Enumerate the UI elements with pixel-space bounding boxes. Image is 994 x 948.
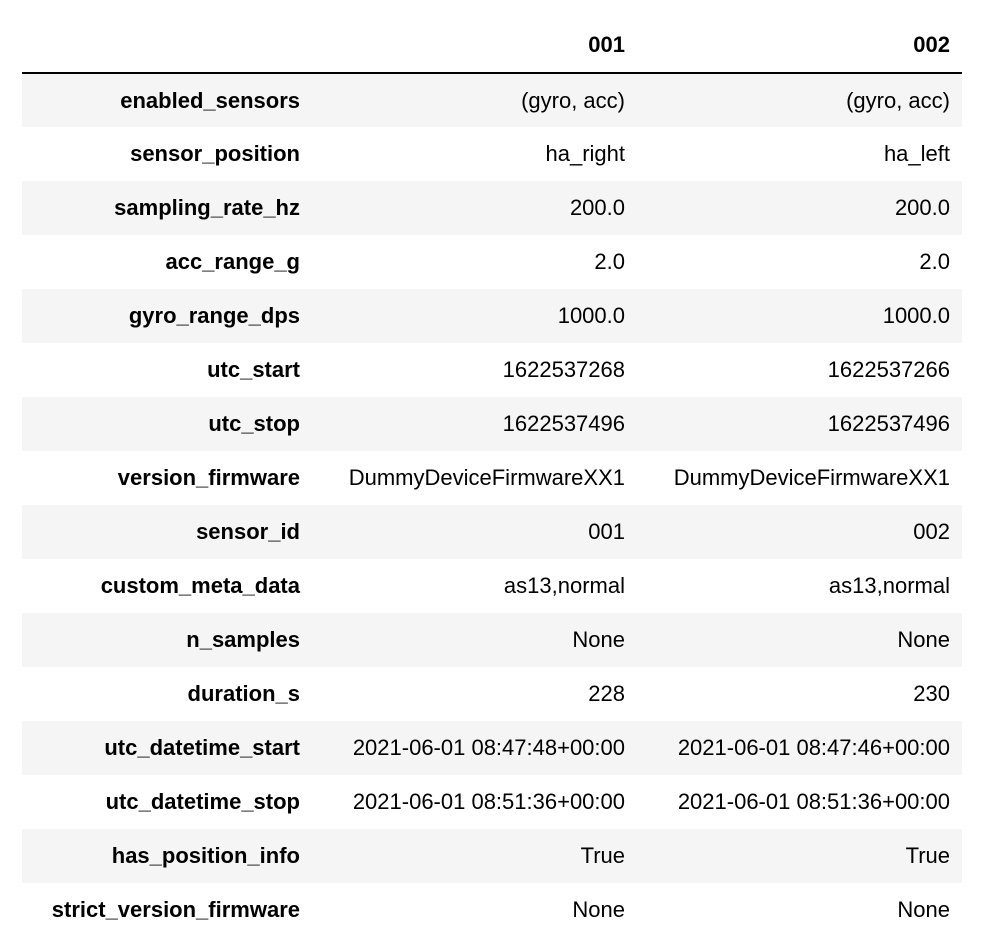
row-label: enabled_sensors <box>120 87 300 113</box>
cell-001: 228 <box>588 681 625 706</box>
cell-001: 2021-06-01 08:51:36+00:00 <box>352 789 625 814</box>
cell-002: None <box>897 627 950 652</box>
cell-001: (gyro, acc) <box>521 87 625 113</box>
table-row: gyro_range_dps 1000.0 1000.0 <box>22 289 962 343</box>
row-label: gyro_range_dps <box>128 303 300 328</box>
cell-001: 1622537496 <box>502 411 625 436</box>
table-row: utc_datetime_stop 2021-06-01 08:51:36+00… <box>22 775 962 829</box>
row-label: utc_start <box>207 357 300 382</box>
table-row: strict_version_firmware None None <box>22 883 962 937</box>
row-label: custom_meta_data <box>100 573 300 598</box>
cell-002: True <box>905 843 950 868</box>
cell-002: 2021-06-01 08:47:46+00:00 <box>677 735 950 760</box>
cell-002: 1622537266 <box>827 357 950 382</box>
column-header-002: 002 <box>637 18 962 74</box>
cell-001: ha_right <box>545 141 625 166</box>
row-label: n_samples <box>186 627 300 652</box>
cell-002: DummyDeviceFirmwareXX1 <box>673 465 950 490</box>
table-row: utc_start 1622537268 1622537266 <box>22 343 962 397</box>
row-label: utc_stop <box>208 411 300 436</box>
row-label: duration_s <box>187 681 300 706</box>
cell-002: (gyro, acc) <box>846 87 950 113</box>
row-label: has_position_info <box>111 843 300 868</box>
cell-002: as13,normal <box>828 573 950 598</box>
header-row: 001 002 <box>22 18 962 74</box>
table-row: utc_stop 1622537496 1622537496 <box>22 397 962 451</box>
column-header-001: 001 <box>312 18 637 74</box>
cell-002: 1000.0 <box>882 303 950 328</box>
table-row: enabled_sensors (gyro, acc) (gyro, acc) <box>22 73 962 127</box>
cell-001: None <box>572 897 625 922</box>
table-row: custom_meta_data as13,normal as13,normal <box>22 559 962 613</box>
index-header-cell <box>22 18 312 74</box>
row-label: version_firmware <box>117 465 300 490</box>
cell-002: 002 <box>913 519 950 544</box>
cell-002: None <box>897 897 950 922</box>
table-row: version_firmware DummyDeviceFirmwareXX1 … <box>22 451 962 505</box>
row-label: utc_datetime_start <box>104 735 300 760</box>
cell-002: 1622537496 <box>827 411 950 436</box>
cell-001: 2.0 <box>594 249 625 274</box>
dataframe-container: 001 002 enabled_sensors (gyro, acc) (gyr… <box>22 18 962 937</box>
cell-002: 2.0 <box>919 249 950 274</box>
cell-001: DummyDeviceFirmwareXX1 <box>348 465 625 490</box>
row-label: sampling_rate_hz <box>114 195 300 220</box>
table-body: enabled_sensors (gyro, acc) (gyro, acc) … <box>22 73 962 937</box>
row-label: utc_datetime_stop <box>105 789 300 814</box>
row-label: acc_range_g <box>165 249 300 274</box>
table-row: has_position_info True True <box>22 829 962 883</box>
table-row: n_samples None None <box>22 613 962 667</box>
table-row: sampling_rate_hz 200.0 200.0 <box>22 181 962 235</box>
dataframe-table: 001 002 enabled_sensors (gyro, acc) (gyr… <box>22 18 962 937</box>
cell-001: None <box>572 627 625 652</box>
cell-001: 1622537268 <box>502 357 625 382</box>
cell-001: 1000.0 <box>557 303 625 328</box>
cell-001: as13,normal <box>503 573 625 598</box>
row-label: sensor_position <box>130 141 300 166</box>
table-row: sensor_id 001 002 <box>22 505 962 559</box>
cell-001: True <box>580 843 625 868</box>
row-label: sensor_id <box>196 519 300 544</box>
cell-001: 001 <box>588 519 625 544</box>
cell-002: ha_left <box>883 141 950 166</box>
table-row: duration_s 228 230 <box>22 667 962 721</box>
table-row: acc_range_g 2.0 2.0 <box>22 235 962 289</box>
table-row: utc_datetime_start 2021-06-01 08:47:48+0… <box>22 721 962 775</box>
table-header: 001 002 <box>22 18 962 74</box>
cell-001: 2021-06-01 08:47:48+00:00 <box>352 735 625 760</box>
row-label: strict_version_firmware <box>51 897 300 922</box>
cell-002: 230 <box>913 681 950 706</box>
cell-002: 200.0 <box>894 195 950 220</box>
cell-002: 2021-06-01 08:51:36+00:00 <box>677 789 950 814</box>
table-row: sensor_position ha_right ha_left <box>22 127 962 181</box>
cell-001: 200.0 <box>569 195 625 220</box>
